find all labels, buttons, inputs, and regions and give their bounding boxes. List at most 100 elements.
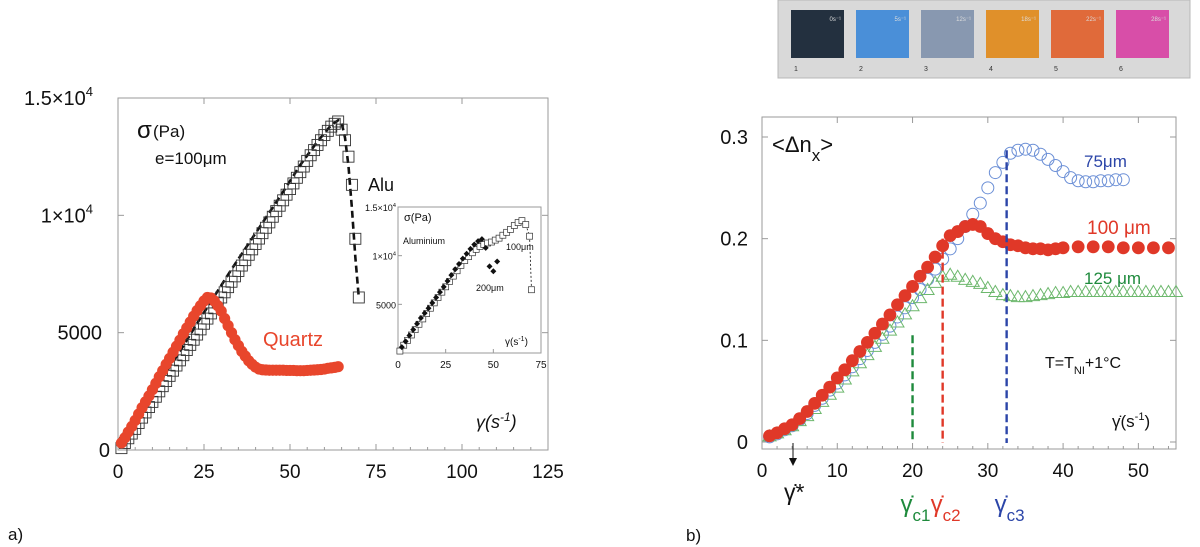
strip-cell	[1116, 10, 1169, 58]
series-100-point	[1162, 241, 1175, 255]
thickness-label: e=100μm	[155, 149, 227, 168]
series-100-point	[853, 345, 867, 358]
series-100-point	[1147, 241, 1160, 255]
series-125-point	[1123, 284, 1139, 298]
alu-point	[339, 134, 351, 147]
strip-rate-label: 5s⁻¹	[894, 17, 906, 23]
strip-number-label: 2	[859, 66, 863, 73]
series-100-point	[883, 308, 897, 322]
series-75-point	[1064, 171, 1078, 185]
inset-200-point	[410, 326, 417, 333]
series-125-point	[1115, 284, 1131, 298]
quartz-point	[332, 361, 344, 373]
series-125-point	[995, 287, 1011, 301]
series-75-point	[1101, 174, 1115, 188]
series-100-point	[913, 269, 927, 283]
y-tick-label: 5000	[58, 323, 103, 345]
inset-frame	[397, 206, 542, 354]
series-75-point	[1056, 165, 1070, 179]
series-125-point	[1161, 284, 1176, 298]
series-100-point	[891, 298, 904, 312]
y-tick-label: 1.5×104	[24, 84, 93, 110]
alu-point	[332, 115, 345, 128]
x-axis-label-end: )	[509, 412, 517, 432]
series-100-point	[1056, 241, 1070, 255]
inset-200-point	[406, 332, 413, 339]
x-tick-label: 100	[446, 462, 478, 483]
temperature-label-sub: NI	[1074, 365, 1085, 377]
series-100-point	[845, 354, 859, 368]
series-125-point	[905, 298, 920, 312]
strip-rate-label: 18s⁻¹	[1021, 17, 1036, 23]
x-tick-label: 75	[365, 462, 386, 483]
inset-200-point	[452, 266, 459, 273]
series-75-point	[1109, 173, 1123, 187]
series-125-point	[1093, 284, 1109, 298]
inset-200-point	[398, 344, 405, 351]
inset-200-point	[402, 338, 409, 345]
inset-200-point	[417, 314, 424, 321]
alu-point	[318, 129, 331, 142]
inset-200-point	[478, 236, 485, 243]
series-100-point	[921, 260, 934, 274]
b-y-tick-label: 0	[737, 432, 748, 454]
inset-x-axis-label-end: )	[525, 337, 528, 348]
series-100-point	[808, 396, 822, 410]
b-x-tick-label: 10	[827, 461, 848, 482]
strip-rate-label: 28s⁻¹	[1151, 17, 1166, 23]
series-75-point	[1018, 142, 1032, 156]
series-100-point	[830, 371, 844, 385]
strip-number-label: 4	[989, 66, 993, 73]
b-x-axis-label-end: )	[1144, 412, 1150, 431]
series-125-point	[1130, 284, 1146, 298]
panel-b-ticks: 0 10 20 30 40 50 0 0.1 0.2 0.3	[720, 117, 1176, 482]
inset-x-tick-label: 0	[395, 360, 401, 371]
series-125-point	[1100, 284, 1116, 298]
inset-x-axis-label-sup: -1	[518, 336, 524, 343]
series-100-point	[815, 388, 829, 402]
series-label-75: 75μm	[1084, 152, 1127, 171]
strip-cell	[856, 10, 909, 58]
panel-b-data-points	[762, 142, 1184, 444]
inset-200-point	[471, 241, 478, 248]
inset-series-label-100: 100μm	[506, 242, 534, 252]
series-125-point	[1153, 284, 1169, 298]
critical-shear-label: γ̇c3	[995, 491, 1025, 525]
series-100-point	[928, 250, 942, 264]
series-125-point	[912, 290, 928, 304]
series-125-point	[1138, 284, 1154, 298]
b-x-axis-label-main: γ̇(s	[1112, 412, 1135, 431]
panel-b-label: b)	[686, 526, 701, 545]
sigma-unit: (Pa)	[153, 122, 185, 141]
series-100-point	[1116, 241, 1130, 255]
inset-x-axis-label-main: γ(s	[505, 337, 518, 348]
inset-200-point	[490, 268, 497, 275]
series-75-point	[1086, 175, 1100, 189]
strip-number-label: 6	[1119, 66, 1123, 73]
inset-x-tick-label: 50	[488, 360, 500, 371]
series-125-point	[882, 323, 898, 336]
temperature-label-end: +1°C	[1085, 355, 1121, 372]
strip-rate-label: 22s⁻¹	[1086, 17, 1101, 23]
series-75-point	[988, 166, 1002, 180]
y-tick-label: 1×104	[41, 201, 93, 227]
inset-x-tick-label: 75	[535, 360, 547, 371]
x-tick-label: 50	[279, 462, 300, 483]
b-x-tick-label: 50	[1128, 461, 1149, 482]
series-100-point	[1131, 241, 1145, 255]
inset-200-point	[425, 305, 432, 312]
b-x-axis-label-sup: -1	[1135, 411, 1145, 423]
sigma-label: σ	[137, 117, 152, 144]
series-100-point	[823, 380, 837, 394]
birefringence-label-sub: x	[812, 146, 821, 165]
strip-cells: 0s⁻¹ 1 5s⁻¹ 2 12s⁻¹ 3 18s⁻¹ 4 22s⁻¹ 5 28s⁻¹ 6	[791, 10, 1169, 73]
series-125-point	[890, 315, 905, 328]
gamma-star-marker: γ̇*	[784, 443, 805, 505]
series-100-point	[876, 317, 889, 331]
series-75-point	[996, 155, 1010, 169]
inset-200-point	[436, 289, 443, 296]
series-125-point	[927, 275, 943, 288]
strip-rate-label: 12s⁻¹	[956, 17, 971, 23]
alu-point	[342, 150, 355, 163]
